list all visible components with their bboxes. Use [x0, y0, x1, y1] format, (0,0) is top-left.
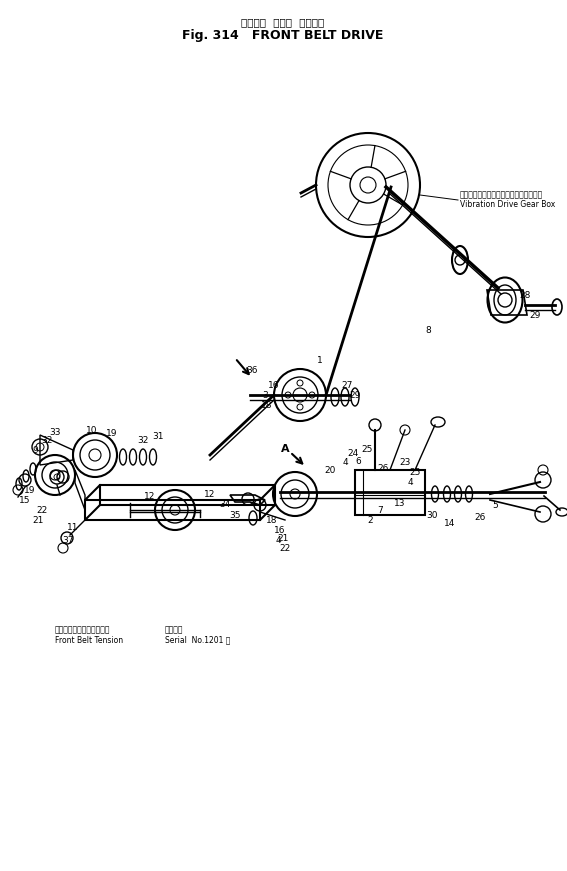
Text: バイブレーションドライブギヤボックス: バイブレーションドライブギヤボックス [460, 191, 543, 199]
Text: 18: 18 [261, 401, 273, 409]
Text: 4: 4 [342, 457, 348, 467]
Text: 20: 20 [324, 465, 336, 475]
Text: 2: 2 [367, 516, 373, 524]
Text: 36: 36 [246, 366, 258, 375]
Text: 33: 33 [49, 428, 61, 436]
Text: 22: 22 [36, 505, 48, 515]
Text: 1: 1 [317, 355, 323, 364]
Text: 12: 12 [204, 490, 215, 498]
Text: 37: 37 [62, 536, 74, 544]
Text: 25: 25 [409, 468, 421, 476]
Text: 35: 35 [229, 510, 241, 519]
Text: 4: 4 [275, 536, 281, 544]
Text: 21: 21 [277, 534, 289, 543]
Text: 23: 23 [399, 457, 411, 467]
Text: 製造番号: 製造番号 [165, 625, 184, 634]
Text: 25: 25 [361, 444, 373, 454]
Text: 5: 5 [492, 501, 498, 510]
Text: 34: 34 [219, 499, 231, 509]
Text: 27: 27 [341, 381, 353, 389]
Text: 26: 26 [475, 512, 486, 522]
Text: フロントベルトテンション: フロントベルトテンション [55, 625, 111, 634]
Text: 28: 28 [519, 291, 531, 300]
Text: 32: 32 [41, 436, 53, 444]
Text: 16: 16 [274, 525, 286, 535]
Text: 7: 7 [377, 505, 383, 515]
Text: 29: 29 [530, 310, 541, 320]
Text: 32: 32 [137, 436, 149, 444]
Text: 29: 29 [349, 390, 361, 400]
Text: 26: 26 [377, 463, 389, 472]
Text: Fig. 314   FRONT BELT DRIVE: Fig. 314 FRONT BELT DRIVE [183, 30, 384, 43]
Text: 11: 11 [67, 523, 79, 531]
Text: 10: 10 [86, 426, 98, 435]
Text: 22: 22 [280, 544, 291, 552]
Text: 12: 12 [145, 491, 156, 501]
Text: 19: 19 [106, 429, 118, 437]
Text: Front Belt Tension: Front Belt Tension [55, 636, 123, 645]
Text: Vibration Drive Gear Box: Vibration Drive Gear Box [460, 199, 555, 208]
Text: 8: 8 [425, 326, 431, 334]
Text: 4: 4 [407, 477, 413, 487]
Text: 6: 6 [355, 456, 361, 465]
Text: 16: 16 [268, 381, 280, 389]
Text: 9: 9 [32, 445, 38, 455]
Text: 18: 18 [266, 516, 278, 524]
Text: 15: 15 [19, 496, 31, 504]
Text: 24: 24 [348, 449, 358, 457]
Text: 21: 21 [32, 516, 44, 524]
Text: A: A [281, 444, 289, 454]
Text: 19: 19 [24, 485, 36, 495]
Text: 30: 30 [426, 510, 438, 519]
Text: Serial  No.1201 ～: Serial No.1201 ～ [165, 636, 230, 645]
Text: 3: 3 [262, 390, 268, 400]
Text: フロント  ベルト  ドライブ: フロント ベルト ドライブ [242, 17, 325, 27]
Text: 31: 31 [153, 431, 164, 441]
Text: 14: 14 [445, 518, 456, 528]
Text: 13: 13 [394, 498, 406, 508]
